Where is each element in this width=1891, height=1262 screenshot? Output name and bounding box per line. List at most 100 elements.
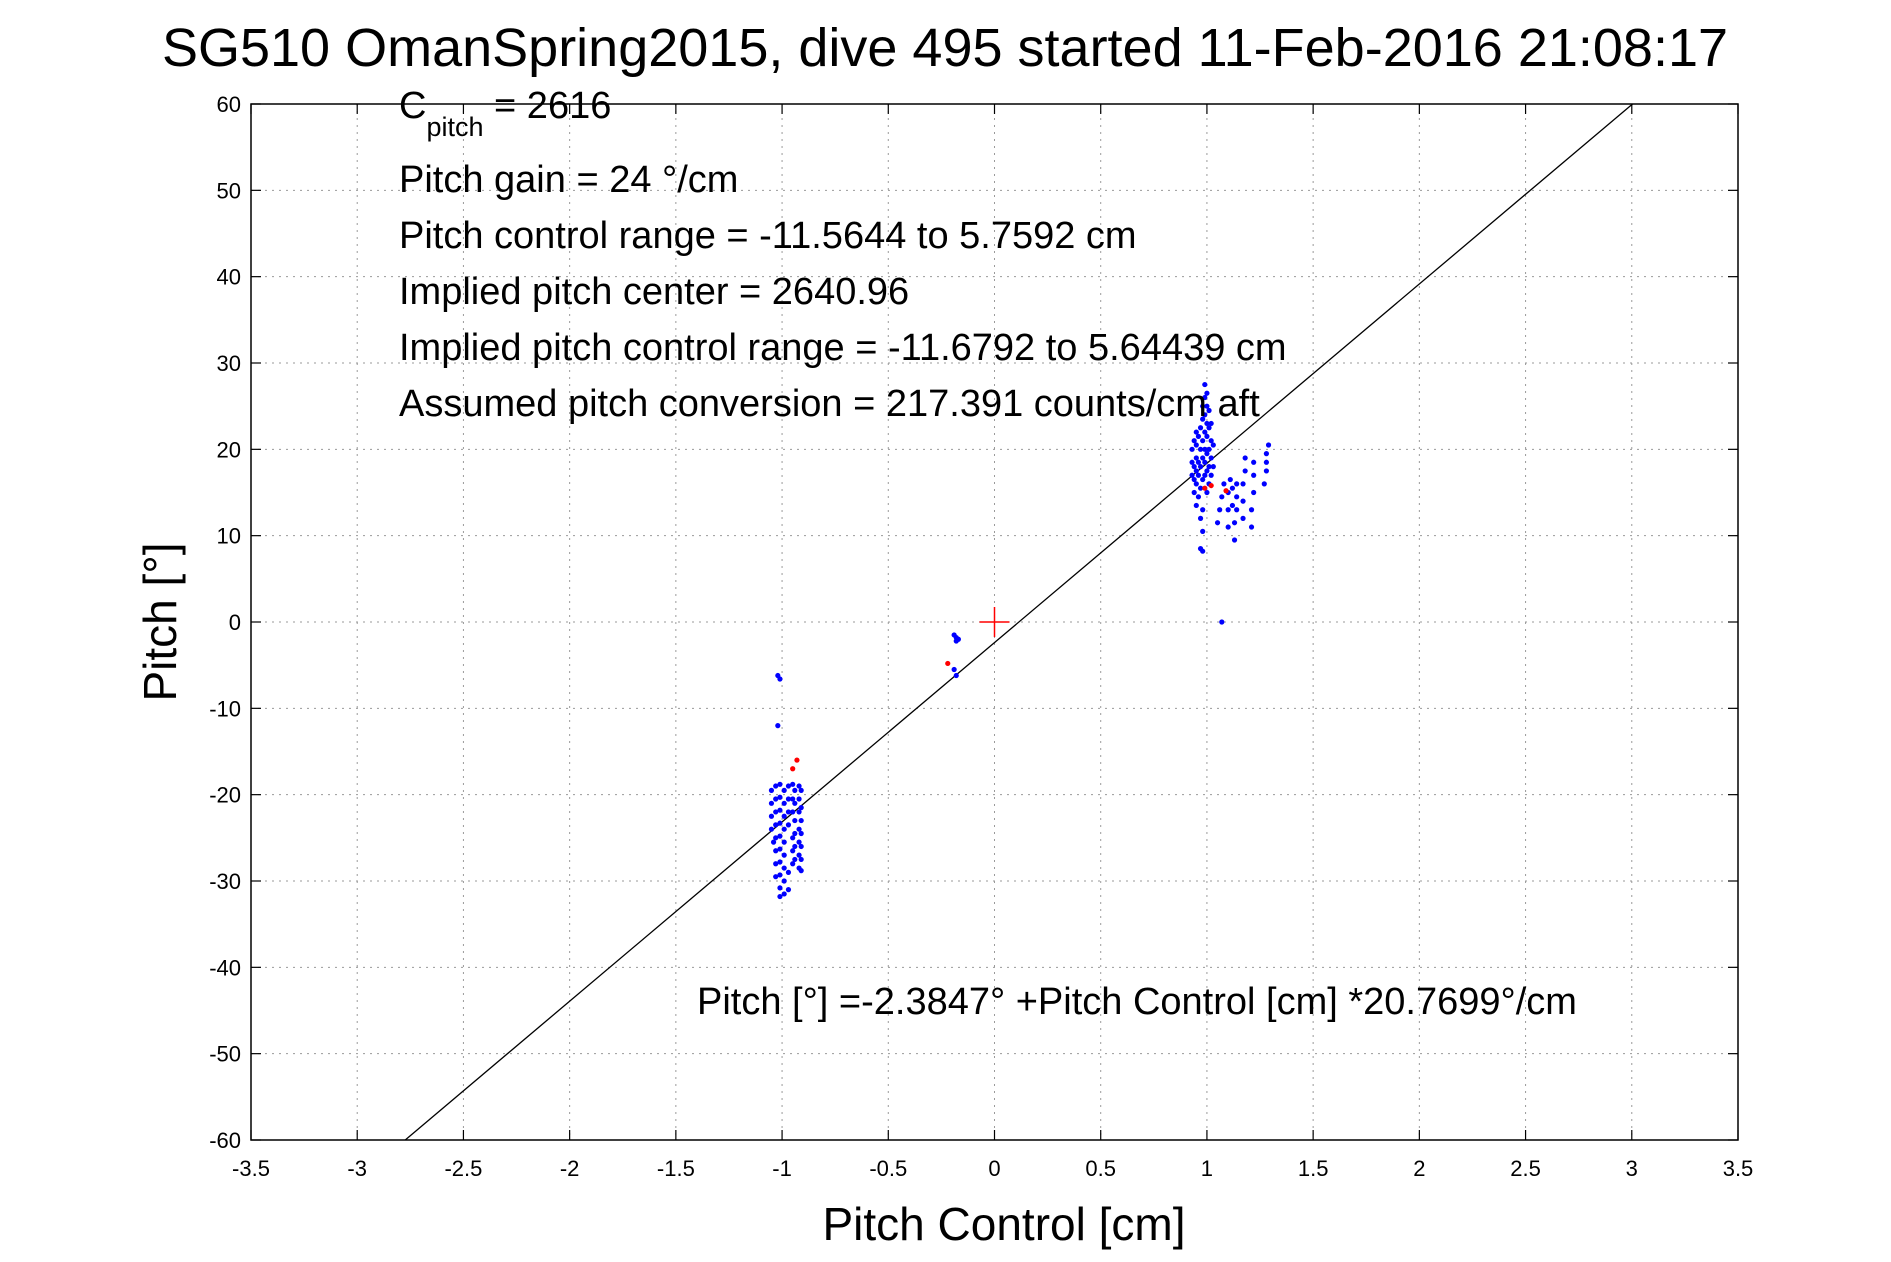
data-point bbox=[1204, 390, 1210, 396]
data-point bbox=[1191, 464, 1197, 470]
data-point bbox=[785, 796, 792, 802]
data-point bbox=[1231, 537, 1238, 543]
data-point bbox=[798, 830, 804, 837]
data-point bbox=[1189, 446, 1195, 452]
data-point bbox=[798, 787, 804, 793]
y-tick-label: 60 bbox=[217, 92, 241, 117]
data-point bbox=[777, 859, 783, 865]
fit-line bbox=[404, 103, 1633, 1141]
data-point bbox=[794, 757, 800, 763]
data-point bbox=[781, 826, 787, 832]
data-point bbox=[1204, 451, 1210, 457]
data-point bbox=[1200, 548, 1206, 554]
data-point bbox=[1200, 507, 1206, 513]
x-tick-label: -3 bbox=[347, 1156, 367, 1181]
data-point bbox=[1206, 446, 1212, 452]
data-point bbox=[777, 885, 783, 891]
data-point bbox=[777, 872, 783, 878]
data-point bbox=[1191, 476, 1197, 483]
data-point bbox=[1204, 403, 1210, 409]
implied-pitch-control-range-annotation: Implied pitch control range = -11.6792 t… bbox=[399, 327, 1287, 369]
data-point bbox=[768, 787, 775, 793]
data-point bbox=[781, 865, 787, 871]
data-point bbox=[785, 822, 792, 828]
x-tick-label: -1.5 bbox=[657, 1156, 695, 1181]
data-point bbox=[1200, 528, 1206, 534]
data-point bbox=[792, 787, 798, 793]
data-point bbox=[1189, 472, 1195, 478]
data-point bbox=[777, 781, 783, 787]
data-point bbox=[773, 783, 779, 789]
data-point bbox=[1225, 524, 1231, 530]
data-point bbox=[1202, 485, 1208, 491]
data-point bbox=[1206, 425, 1212, 431]
data-point bbox=[1265, 442, 1272, 448]
data-point bbox=[781, 891, 787, 897]
pitch-control-range-annotation: Pitch control range = -11.5644 to 5.7592… bbox=[399, 215, 1137, 257]
data-point bbox=[790, 766, 796, 772]
data-point bbox=[785, 887, 792, 893]
data-point bbox=[798, 856, 804, 863]
c-pitch-subscript: pitch bbox=[426, 112, 483, 142]
y-tick-label: 40 bbox=[217, 265, 241, 290]
y-tick-label: 50 bbox=[217, 178, 241, 203]
y-tick-label: -10 bbox=[209, 696, 241, 721]
data-point bbox=[1229, 485, 1236, 491]
data-point bbox=[1231, 520, 1238, 526]
data-point bbox=[1234, 507, 1240, 513]
data-point bbox=[1197, 446, 1204, 452]
data-point bbox=[796, 826, 802, 832]
data-point bbox=[796, 852, 802, 858]
chart-title: SG510 OmanSpring2015, dive 495 started 1… bbox=[162, 18, 1728, 78]
data-point bbox=[792, 856, 798, 863]
data-point bbox=[1225, 507, 1231, 513]
data-point bbox=[792, 800, 798, 806]
data-point bbox=[1206, 407, 1212, 414]
x-tick-label: 0 bbox=[988, 1156, 1000, 1181]
data-point bbox=[777, 794, 783, 800]
data-point bbox=[1200, 476, 1206, 483]
data-point bbox=[1242, 468, 1248, 474]
data-point bbox=[1193, 429, 1199, 435]
data-point bbox=[1251, 459, 1257, 465]
y-tick-label: -60 bbox=[209, 1128, 241, 1153]
data-point bbox=[1193, 481, 1199, 487]
data-point bbox=[1227, 476, 1233, 483]
data-point bbox=[777, 807, 783, 813]
data-point bbox=[1200, 455, 1206, 461]
data-point bbox=[781, 852, 787, 858]
assumed-pitch-conversion-annotation: Assumed pitch conversion = 217.391 count… bbox=[399, 383, 1260, 425]
data-point bbox=[1202, 459, 1208, 465]
data-point bbox=[781, 800, 787, 806]
data-point bbox=[1191, 438, 1197, 444]
data-point bbox=[1189, 459, 1195, 465]
data-point bbox=[777, 846, 783, 852]
x-tick-label: -0.5 bbox=[869, 1156, 907, 1181]
data-point bbox=[1204, 420, 1210, 427]
data-point bbox=[792, 830, 798, 837]
data-point bbox=[1219, 494, 1225, 500]
y-tick-label: 30 bbox=[217, 351, 241, 376]
data-point bbox=[1217, 507, 1223, 513]
data-point bbox=[1263, 459, 1270, 465]
y-tick-label: -40 bbox=[209, 955, 241, 980]
x-tick-label: 0.5 bbox=[1085, 1156, 1116, 1181]
fit-line-group bbox=[404, 103, 1633, 1141]
data-point bbox=[790, 861, 796, 867]
data-point bbox=[796, 783, 802, 789]
center-marker-group bbox=[979, 607, 1010, 637]
x-tick-label: 2 bbox=[1413, 1156, 1425, 1181]
data-point bbox=[1200, 416, 1206, 422]
data-point bbox=[1240, 481, 1246, 487]
data-point bbox=[1202, 472, 1208, 478]
data-point bbox=[770, 839, 777, 845]
data-point bbox=[1195, 433, 1202, 439]
data-point bbox=[1242, 455, 1248, 461]
data-point bbox=[1197, 485, 1204, 491]
data-point bbox=[773, 822, 779, 828]
x-tick-label: 1 bbox=[1201, 1156, 1213, 1181]
c-pitch-annotation: Cpitch = 2616 bbox=[399, 85, 611, 142]
data-points bbox=[768, 381, 1272, 900]
data-point bbox=[1202, 412, 1208, 418]
